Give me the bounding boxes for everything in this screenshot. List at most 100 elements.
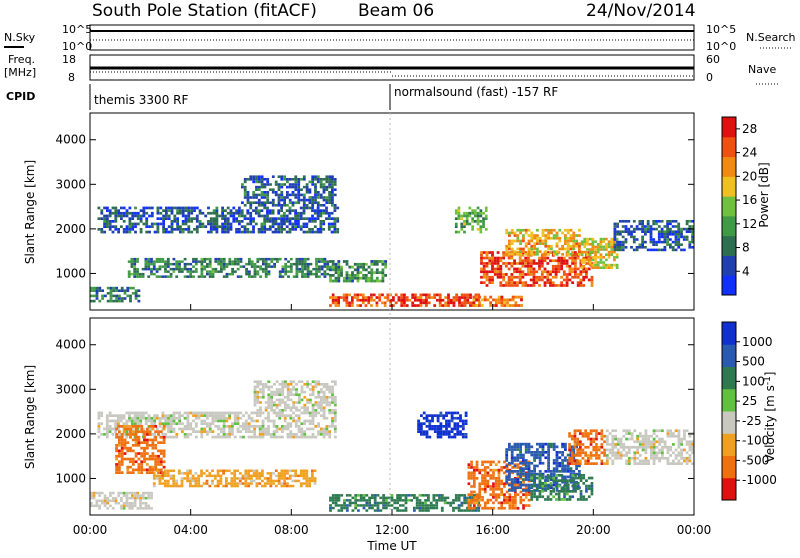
data-cell — [564, 229, 567, 232]
data-cell — [471, 228, 474, 231]
data-cell — [505, 265, 508, 268]
data-cell — [217, 433, 220, 436]
data-cell — [201, 258, 204, 261]
data-cell — [292, 178, 295, 181]
data-cell — [481, 461, 484, 464]
data-cell — [311, 196, 314, 199]
data-cell — [168, 207, 171, 210]
data-cell — [160, 450, 163, 453]
data-cell — [248, 425, 251, 428]
data-cell — [527, 284, 530, 287]
data-cell — [331, 217, 334, 220]
data-cell — [527, 268, 530, 271]
data-cell — [583, 261, 586, 264]
data-cell — [287, 396, 290, 399]
data-cell — [516, 470, 519, 473]
data-cell — [278, 175, 281, 178]
data-cell — [221, 225, 224, 228]
data-cell — [309, 393, 312, 396]
data-cell — [136, 268, 139, 271]
data-cell — [365, 277, 368, 280]
data-cell — [198, 412, 201, 415]
data-cell — [117, 494, 120, 497]
data-cell — [335, 494, 338, 497]
data-cell — [636, 246, 639, 249]
data-cell — [582, 449, 585, 452]
data-cell — [502, 254, 505, 257]
data-cell — [287, 406, 290, 409]
data-cell — [228, 470, 231, 473]
data-cell — [93, 289, 96, 292]
data-cell — [519, 273, 522, 276]
data-cell — [365, 296, 368, 299]
data-cell — [276, 391, 279, 394]
data-cell — [644, 225, 647, 228]
data-cell — [323, 414, 326, 417]
data-cell — [134, 497, 137, 500]
data-cell — [516, 481, 519, 484]
data-cell — [481, 469, 484, 472]
data-cell — [189, 422, 192, 425]
data-cell — [216, 231, 219, 234]
data-cell — [228, 430, 231, 433]
data-cell — [516, 446, 519, 449]
data-cell — [101, 295, 104, 298]
data-cell — [517, 507, 520, 510]
data-cell — [115, 455, 118, 458]
data-cell — [463, 212, 466, 215]
data-cell — [281, 383, 284, 386]
data-cell — [609, 457, 612, 460]
data-cell — [519, 467, 522, 470]
data-cell — [264, 417, 267, 420]
data-cell — [466, 212, 469, 215]
data-cell — [280, 215, 283, 218]
data-cell — [147, 275, 150, 278]
data-cell — [625, 451, 628, 454]
data-cell — [138, 436, 141, 439]
data-cell — [146, 447, 149, 450]
data-cell — [469, 215, 472, 218]
data-cell — [539, 470, 542, 473]
data-cell — [310, 263, 313, 266]
data-cell — [248, 430, 251, 433]
data-cell — [452, 502, 455, 505]
data-cell — [217, 482, 220, 485]
data-cell — [195, 414, 198, 417]
data-cell — [568, 443, 571, 446]
data-cell — [568, 457, 571, 460]
data-cell — [491, 257, 494, 260]
data-cell — [505, 465, 508, 468]
data-cell — [279, 404, 282, 407]
data-cell — [365, 263, 368, 266]
data-cell — [416, 504, 419, 507]
data-cell — [126, 471, 129, 474]
data-cell — [131, 212, 134, 215]
data-cell — [292, 201, 295, 204]
data-cell — [435, 499, 438, 502]
data-cell — [508, 489, 511, 492]
data-cell — [581, 259, 584, 262]
data-cell — [622, 443, 625, 446]
data-cell — [584, 429, 587, 432]
data-cell — [553, 234, 556, 237]
data-cell — [187, 212, 190, 215]
data-cell — [655, 243, 658, 246]
data-cell — [348, 302, 351, 305]
data-cell — [582, 284, 585, 287]
data-cell — [405, 497, 408, 500]
data-cell — [217, 485, 220, 488]
data-cell — [281, 475, 284, 478]
data-cell — [516, 478, 519, 481]
data-cell — [241, 220, 244, 223]
data-cell — [374, 504, 377, 507]
data-cell — [256, 470, 259, 473]
data-cell — [247, 178, 250, 181]
data-cell — [606, 457, 609, 460]
data-cell — [449, 502, 452, 505]
data-cell — [331, 181, 334, 184]
data-cell — [282, 265, 285, 268]
data-cell — [465, 414, 468, 417]
data-cell — [622, 449, 625, 452]
data-cell — [312, 436, 315, 439]
data-cell — [273, 391, 276, 394]
